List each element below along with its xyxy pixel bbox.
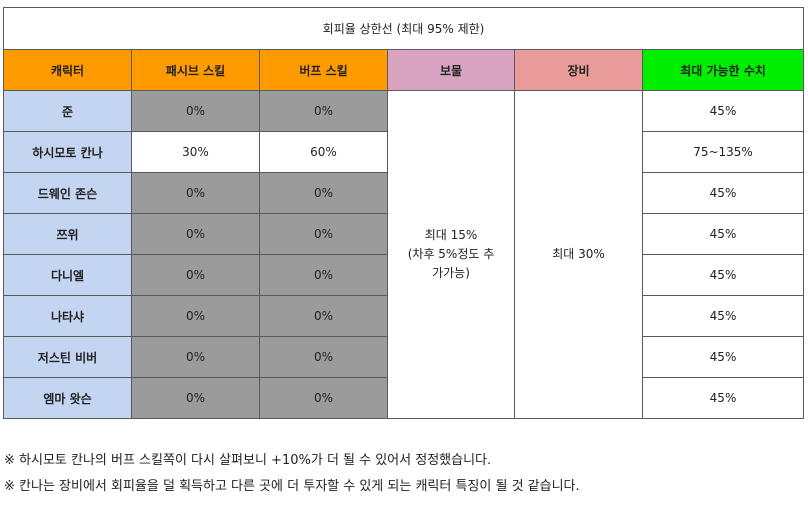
max-value: 45%	[641, 336, 805, 378]
passive-value: 0%	[131, 172, 260, 214]
table-row: 엠마 왓슨 0% 0% 45%	[3, 377, 805, 419]
evasion-cap-table: 회피율 상한선 (최대 95% 제한) 캐릭터 패시브 스킬 버프 스킬 보물 …	[2, 7, 805, 419]
footnote-kanna-buff: ※ 하시모토 칸나의 버프 스킬쪽이 다시 살펴보니 +10%가 더 될 수 있…	[4, 453, 492, 468]
buff-value: 60%	[259, 131, 388, 173]
max-value: 45%	[641, 254, 805, 296]
character-name: 드웨인 존슨	[3, 172, 132, 214]
buff-value: 0%	[259, 213, 388, 255]
table-row: 하시모토 칸나 30% 60% 75~135%	[3, 131, 805, 173]
header-character: 캐릭터	[3, 49, 132, 91]
table-row: 드웨인 존슨 0% 0% 45%	[3, 172, 805, 214]
passive-value: 0%	[131, 213, 260, 255]
character-name: 준	[3, 90, 132, 132]
max-value: 45%	[641, 90, 805, 132]
max-value: 75~135%	[641, 131, 805, 173]
header-max-value: 최대 가능한 수치	[641, 49, 805, 91]
character-name: 엠마 왓슨	[3, 377, 132, 419]
header-passive-skill: 패시브 스킬	[131, 49, 260, 91]
character-name: 쯔위	[3, 213, 132, 255]
table-row: 저스틴 비버 0% 0% 45%	[3, 336, 805, 378]
table-row: 나타샤 0% 0% 45%	[3, 295, 805, 337]
passive-value: 0%	[131, 336, 260, 378]
treasure-value: 최대 15% (차후 5%정도 추 가가능)	[387, 90, 515, 419]
passive-value: 30%	[131, 131, 260, 173]
buff-value: 0%	[259, 254, 388, 296]
character-name: 나타샤	[3, 295, 132, 337]
buff-value: 0%	[259, 377, 388, 419]
max-value: 45%	[641, 377, 805, 419]
buff-value: 0%	[259, 295, 388, 337]
table-title: 회피율 상한선 (최대 95% 제한)	[2, 7, 805, 50]
header-equipment: 장비	[514, 49, 643, 91]
max-value: 45%	[641, 213, 805, 255]
passive-value: 0%	[131, 377, 260, 419]
equipment-value: 최대 30%	[514, 90, 643, 419]
footnotes: ※ 하시모토 칸나의 버프 스킬쪽이 다시 살펴보니 +10%가 더 될 수 있…	[4, 448, 580, 500]
passive-value: 0%	[131, 90, 260, 132]
treasure-line-2: (차후 5%정도 추	[407, 247, 495, 261]
table-row: 다니엘 0% 0% 45%	[3, 254, 805, 296]
max-value: 45%	[641, 295, 805, 337]
character-name: 다니엘	[3, 254, 132, 296]
buff-value: 0%	[259, 90, 388, 132]
treasure-line-1: 최대 15%	[424, 228, 478, 242]
max-value: 45%	[641, 172, 805, 214]
passive-value: 0%	[131, 254, 260, 296]
character-name: 하시모토 칸나	[3, 131, 132, 173]
character-name: 저스틴 비버	[3, 336, 132, 378]
treasure-line-3: 가가능)	[432, 266, 470, 280]
passive-value: 0%	[131, 295, 260, 337]
buff-value: 0%	[259, 336, 388, 378]
header-treasure: 보물	[387, 49, 515, 91]
table-row: 준 0% 0% 최대 15% (차후 5%정도 추 가가능) 최대 30% 45…	[3, 90, 805, 419]
header-buff-skill: 버프 스킬	[259, 49, 388, 91]
buff-value: 0%	[259, 172, 388, 214]
table-row: 쯔위 0% 0% 45%	[3, 213, 805, 255]
footnote-kanna-trait: ※ 칸나는 장비에서 회피율을 덜 획득하고 다른 곳에 더 투자할 수 있게 …	[4, 479, 580, 494]
